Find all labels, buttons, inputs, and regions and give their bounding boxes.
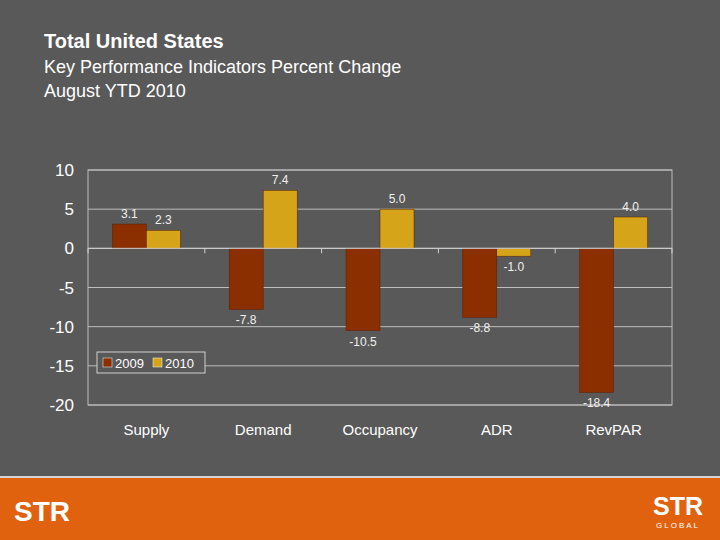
y-tick-label: -5 bbox=[59, 279, 74, 298]
legend-box bbox=[97, 352, 205, 373]
title: Total United States bbox=[44, 30, 224, 52]
footer-logo-right: STR bbox=[653, 492, 703, 520]
x-tick bbox=[204, 248, 205, 253]
period: August YTD 2010 bbox=[44, 81, 186, 101]
bars bbox=[112, 190, 647, 392]
legend-swatch bbox=[153, 358, 162, 367]
grid-line bbox=[88, 248, 672, 249]
y-tick-label: -15 bbox=[49, 357, 74, 376]
bar bbox=[146, 230, 180, 248]
bar bbox=[346, 248, 380, 330]
chart-canvas: Total United States Key Performance Indic… bbox=[0, 0, 720, 540]
data-label: -8.8 bbox=[469, 321, 490, 335]
data-label: -7.8 bbox=[236, 313, 257, 327]
legend-label: 2009 bbox=[115, 356, 144, 371]
data-label: 3.1 bbox=[121, 207, 138, 221]
bar bbox=[497, 248, 531, 256]
x-tick-label: ADR bbox=[481, 421, 513, 438]
x-tick-label: Occupancy bbox=[342, 421, 418, 438]
legend-swatch bbox=[103, 358, 112, 367]
x-tick bbox=[555, 248, 556, 253]
data-label: -1.0 bbox=[503, 260, 524, 274]
bar bbox=[463, 248, 497, 317]
y-tick-label: 10 bbox=[55, 161, 74, 180]
data-labels: 3.1 -7.8 -10.5 -8.8 -18.4 2.3 7.4 5.0 -1.0 4.0 bbox=[121, 173, 639, 410]
bar bbox=[380, 209, 414, 248]
y-tick-label: 5 bbox=[65, 200, 74, 219]
legend: 2009 2010 bbox=[97, 352, 205, 373]
x-tick-label: Demand bbox=[235, 421, 292, 438]
x-tick-label: RevPAR bbox=[585, 421, 642, 438]
bar bbox=[263, 190, 297, 248]
y-tick-label: 0 bbox=[65, 239, 74, 258]
bar bbox=[614, 217, 648, 248]
subtitle: Key Performance Indicators Percent Chang… bbox=[44, 57, 401, 77]
data-label: -10.5 bbox=[349, 335, 377, 349]
background bbox=[0, 0, 720, 540]
plot-frame bbox=[88, 170, 672, 405]
x-tick bbox=[672, 248, 673, 253]
x-axis-line bbox=[88, 248, 672, 249]
footer-band bbox=[0, 478, 720, 540]
x-tick bbox=[438, 248, 439, 253]
footer-rule bbox=[0, 476, 720, 478]
x-tick bbox=[88, 248, 89, 253]
bar bbox=[112, 224, 146, 248]
footer-logo-left: STR bbox=[14, 496, 70, 527]
data-label: 7.4 bbox=[272, 173, 289, 187]
y-tick-label: -10 bbox=[49, 318, 74, 337]
data-label: 2.3 bbox=[155, 213, 172, 227]
footer-logo-right-sub: GLOBAL bbox=[656, 521, 700, 530]
data-label: -18.4 bbox=[583, 396, 611, 410]
data-label: 4.0 bbox=[622, 200, 639, 214]
data-label: 5.0 bbox=[389, 192, 406, 206]
bar bbox=[580, 248, 614, 392]
x-tick-label: Supply bbox=[123, 421, 169, 438]
bar bbox=[229, 248, 263, 309]
x-tick bbox=[321, 248, 322, 253]
legend-label: 2010 bbox=[165, 356, 194, 371]
y-tick-label: -20 bbox=[49, 396, 74, 415]
